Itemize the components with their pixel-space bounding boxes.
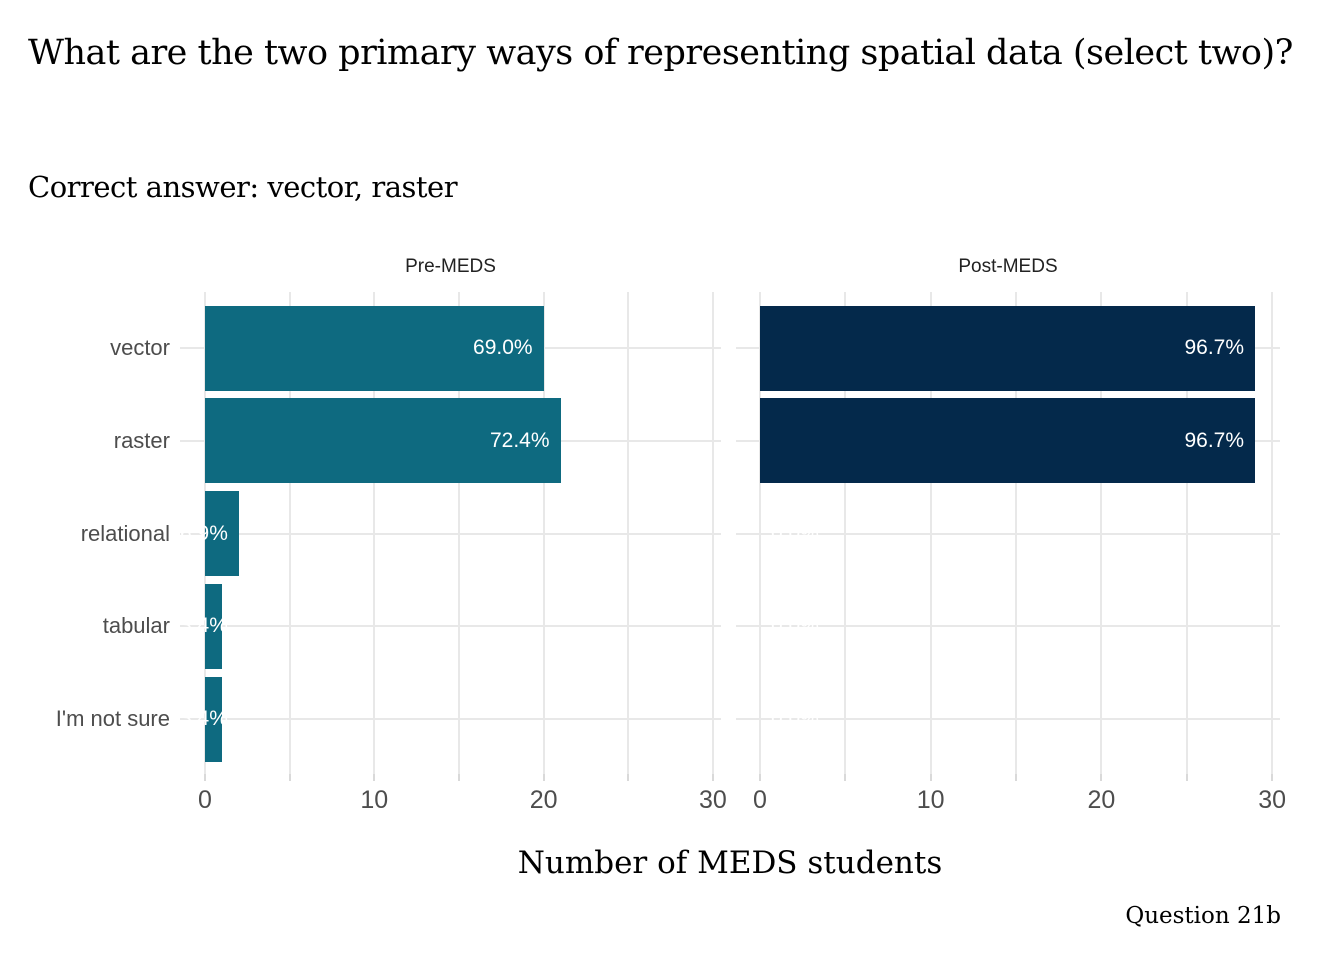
x-axis-tick-label: 0 — [198, 786, 212, 814]
bar-value-label: 6.9% — [180, 521, 228, 545]
bar-pre-meds-raster — [205, 398, 561, 484]
bar-post-meds-raster — [760, 398, 1256, 484]
x-axis-title: Number of MEDS students — [517, 845, 943, 881]
panel-pre-meds: 69.0% 72.4% 6.9% 3.4% 3.4% 0 10 20 30 — [180, 292, 727, 814]
x-axis-tick — [1185, 774, 1188, 781]
x-axis-tick — [627, 774, 630, 781]
y-axis-label-relational: relational — [80, 520, 170, 546]
bar-value-label: 69.0% — [473, 336, 533, 359]
bar-post-meds-vector — [760, 305, 1256, 391]
bar-value-label: 0.0% — [771, 521, 819, 545]
x-axis-tick — [288, 774, 291, 781]
bar-value-label: 3.4% — [180, 614, 228, 638]
y-gridline — [180, 625, 721, 628]
chart-title: What are the two primary ways of represe… — [28, 33, 1293, 73]
x-axis-tick-label: 20 — [529, 786, 558, 814]
bar-pre-meds-relational — [205, 491, 239, 576]
x-axis-tick — [373, 774, 376, 781]
x-axis-tick — [711, 774, 714, 781]
x-axis-tick-label: 10 — [916, 786, 945, 814]
panel-post-meds: 96.7% 96.7% 0.0% 0.0% 0.0% 0 10 20 30 — [736, 292, 1286, 814]
bar-pre-meds-tabular — [205, 583, 222, 669]
y-gridline — [736, 625, 1280, 628]
bar-value-label: 96.7% — [1184, 428, 1245, 452]
x-axis-tick — [844, 774, 847, 781]
y-axis-label-vector: vector — [110, 335, 170, 360]
y-gridline — [180, 718, 721, 720]
bar-value-label: 3.4% — [180, 707, 228, 730]
facet-label-post-meds: Post-MEDS — [958, 256, 1058, 277]
x-axis-tick-label: 10 — [360, 786, 389, 814]
x-axis-tick — [929, 774, 932, 781]
x-axis-tick — [759, 774, 761, 781]
x-axis-tick-label: 0 — [753, 786, 767, 814]
y-gridline — [736, 718, 1280, 720]
bar-pre-meds-vector — [205, 305, 544, 391]
y-axis-label-i-m-not-sure: I'm not sure — [55, 706, 170, 731]
bar-value-label: 72.4% — [489, 428, 550, 452]
y-axis-label-raster: raster — [113, 427, 170, 453]
facet-label-pre-meds: Pre-MEDS — [405, 256, 496, 277]
x-axis-tick — [204, 774, 206, 781]
y-gridline — [736, 532, 1280, 535]
bar-pre-meds-i-m-not-sure — [205, 676, 222, 762]
chart-subtitle: Correct answer: vector, raster — [28, 170, 458, 204]
y-axis-label-tabular: tabular — [102, 613, 170, 639]
x-axis-tick-label: 30 — [698, 786, 727, 814]
x-axis-tick — [542, 774, 545, 781]
x-axis-tick-label: 30 — [1258, 786, 1286, 814]
x-axis-tick — [457, 774, 460, 781]
y-gridline — [180, 532, 721, 535]
x-axis-tick — [1015, 774, 1018, 781]
x-axis-tick — [1100, 774, 1103, 781]
x-axis-tick — [1271, 774, 1274, 781]
caption: Question 21b — [1125, 903, 1281, 929]
bar-value-label: 0.0% — [771, 707, 819, 730]
bar-value-label: 96.7% — [1184, 336, 1245, 359]
bar-value-label: 0.0% — [771, 614, 819, 638]
x-axis-tick-label: 20 — [1087, 786, 1116, 814]
